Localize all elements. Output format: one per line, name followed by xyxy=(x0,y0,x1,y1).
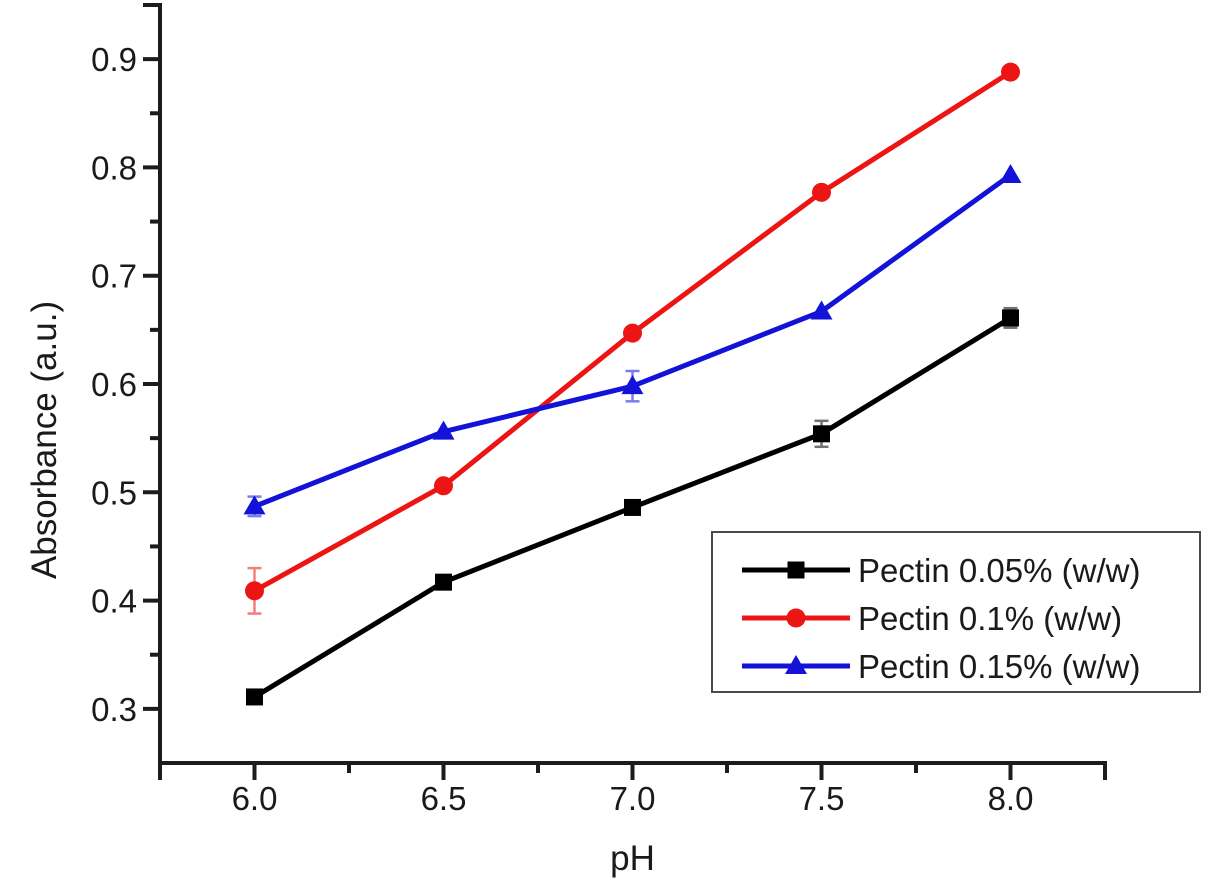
x-tick-label: 8.0 xyxy=(988,780,1034,817)
series-pectin-0.05-w-w- xyxy=(246,306,1019,706)
circle-marker xyxy=(812,182,831,202)
y-tick-label: 0.3 xyxy=(91,691,137,728)
axes xyxy=(143,3,1107,780)
y-axis-title: Absorbance (a.u.) xyxy=(25,301,64,579)
square-marker xyxy=(813,425,830,443)
legend-entry: Pectin 0.05% (w/w) xyxy=(742,552,1140,589)
x-tick-label: 6.0 xyxy=(232,780,278,817)
legend-entry: Pectin 0.1% (w/w) xyxy=(742,600,1122,637)
series-pectin-0.15-w-w- xyxy=(243,164,1022,518)
x-tick-label: 6.5 xyxy=(421,780,467,817)
y-tick-label: 0.4 xyxy=(91,583,137,620)
y-tick-label: 0.8 xyxy=(91,149,137,186)
y-tick-label: 0.5 xyxy=(91,474,137,511)
legend-entry: Pectin 0.15% (w/w) xyxy=(742,648,1140,685)
triangle-marker xyxy=(810,300,833,320)
legend-label: Pectin 0.15% (w/w) xyxy=(858,648,1140,685)
y-tick-label: 0.9 xyxy=(91,41,137,78)
x-tick-label: 7.0 xyxy=(610,780,656,817)
legend-label: Pectin 0.05% (w/w) xyxy=(858,552,1140,589)
triangle-marker xyxy=(621,375,644,395)
circle-marker xyxy=(623,323,642,343)
series-pectin-0.1-w-w- xyxy=(245,62,1020,615)
circle-marker xyxy=(1001,62,1020,82)
triangle-marker xyxy=(432,420,455,440)
triangle-marker xyxy=(999,164,1022,184)
legend: Pectin 0.05% (w/w) Pectin 0.1% (w/w) Pecti… xyxy=(711,531,1201,693)
square-marker xyxy=(435,573,452,591)
circle-marker xyxy=(786,608,806,628)
x-tick-label: 7.5 xyxy=(799,780,845,817)
x-axis-title: pH xyxy=(610,839,655,878)
legend-label: Pectin 0.1% (w/w) xyxy=(858,600,1122,637)
triangle-marker xyxy=(243,495,266,515)
triangle-marker xyxy=(785,655,807,674)
circle-marker xyxy=(245,581,264,601)
square-marker xyxy=(246,688,263,706)
square-marker xyxy=(1002,309,1019,327)
y-tick-label: 0.6 xyxy=(91,366,137,403)
square-marker xyxy=(624,498,641,516)
circle-marker xyxy=(434,476,453,496)
square-marker xyxy=(787,561,805,579)
y-tick-label: 0.7 xyxy=(91,258,137,295)
